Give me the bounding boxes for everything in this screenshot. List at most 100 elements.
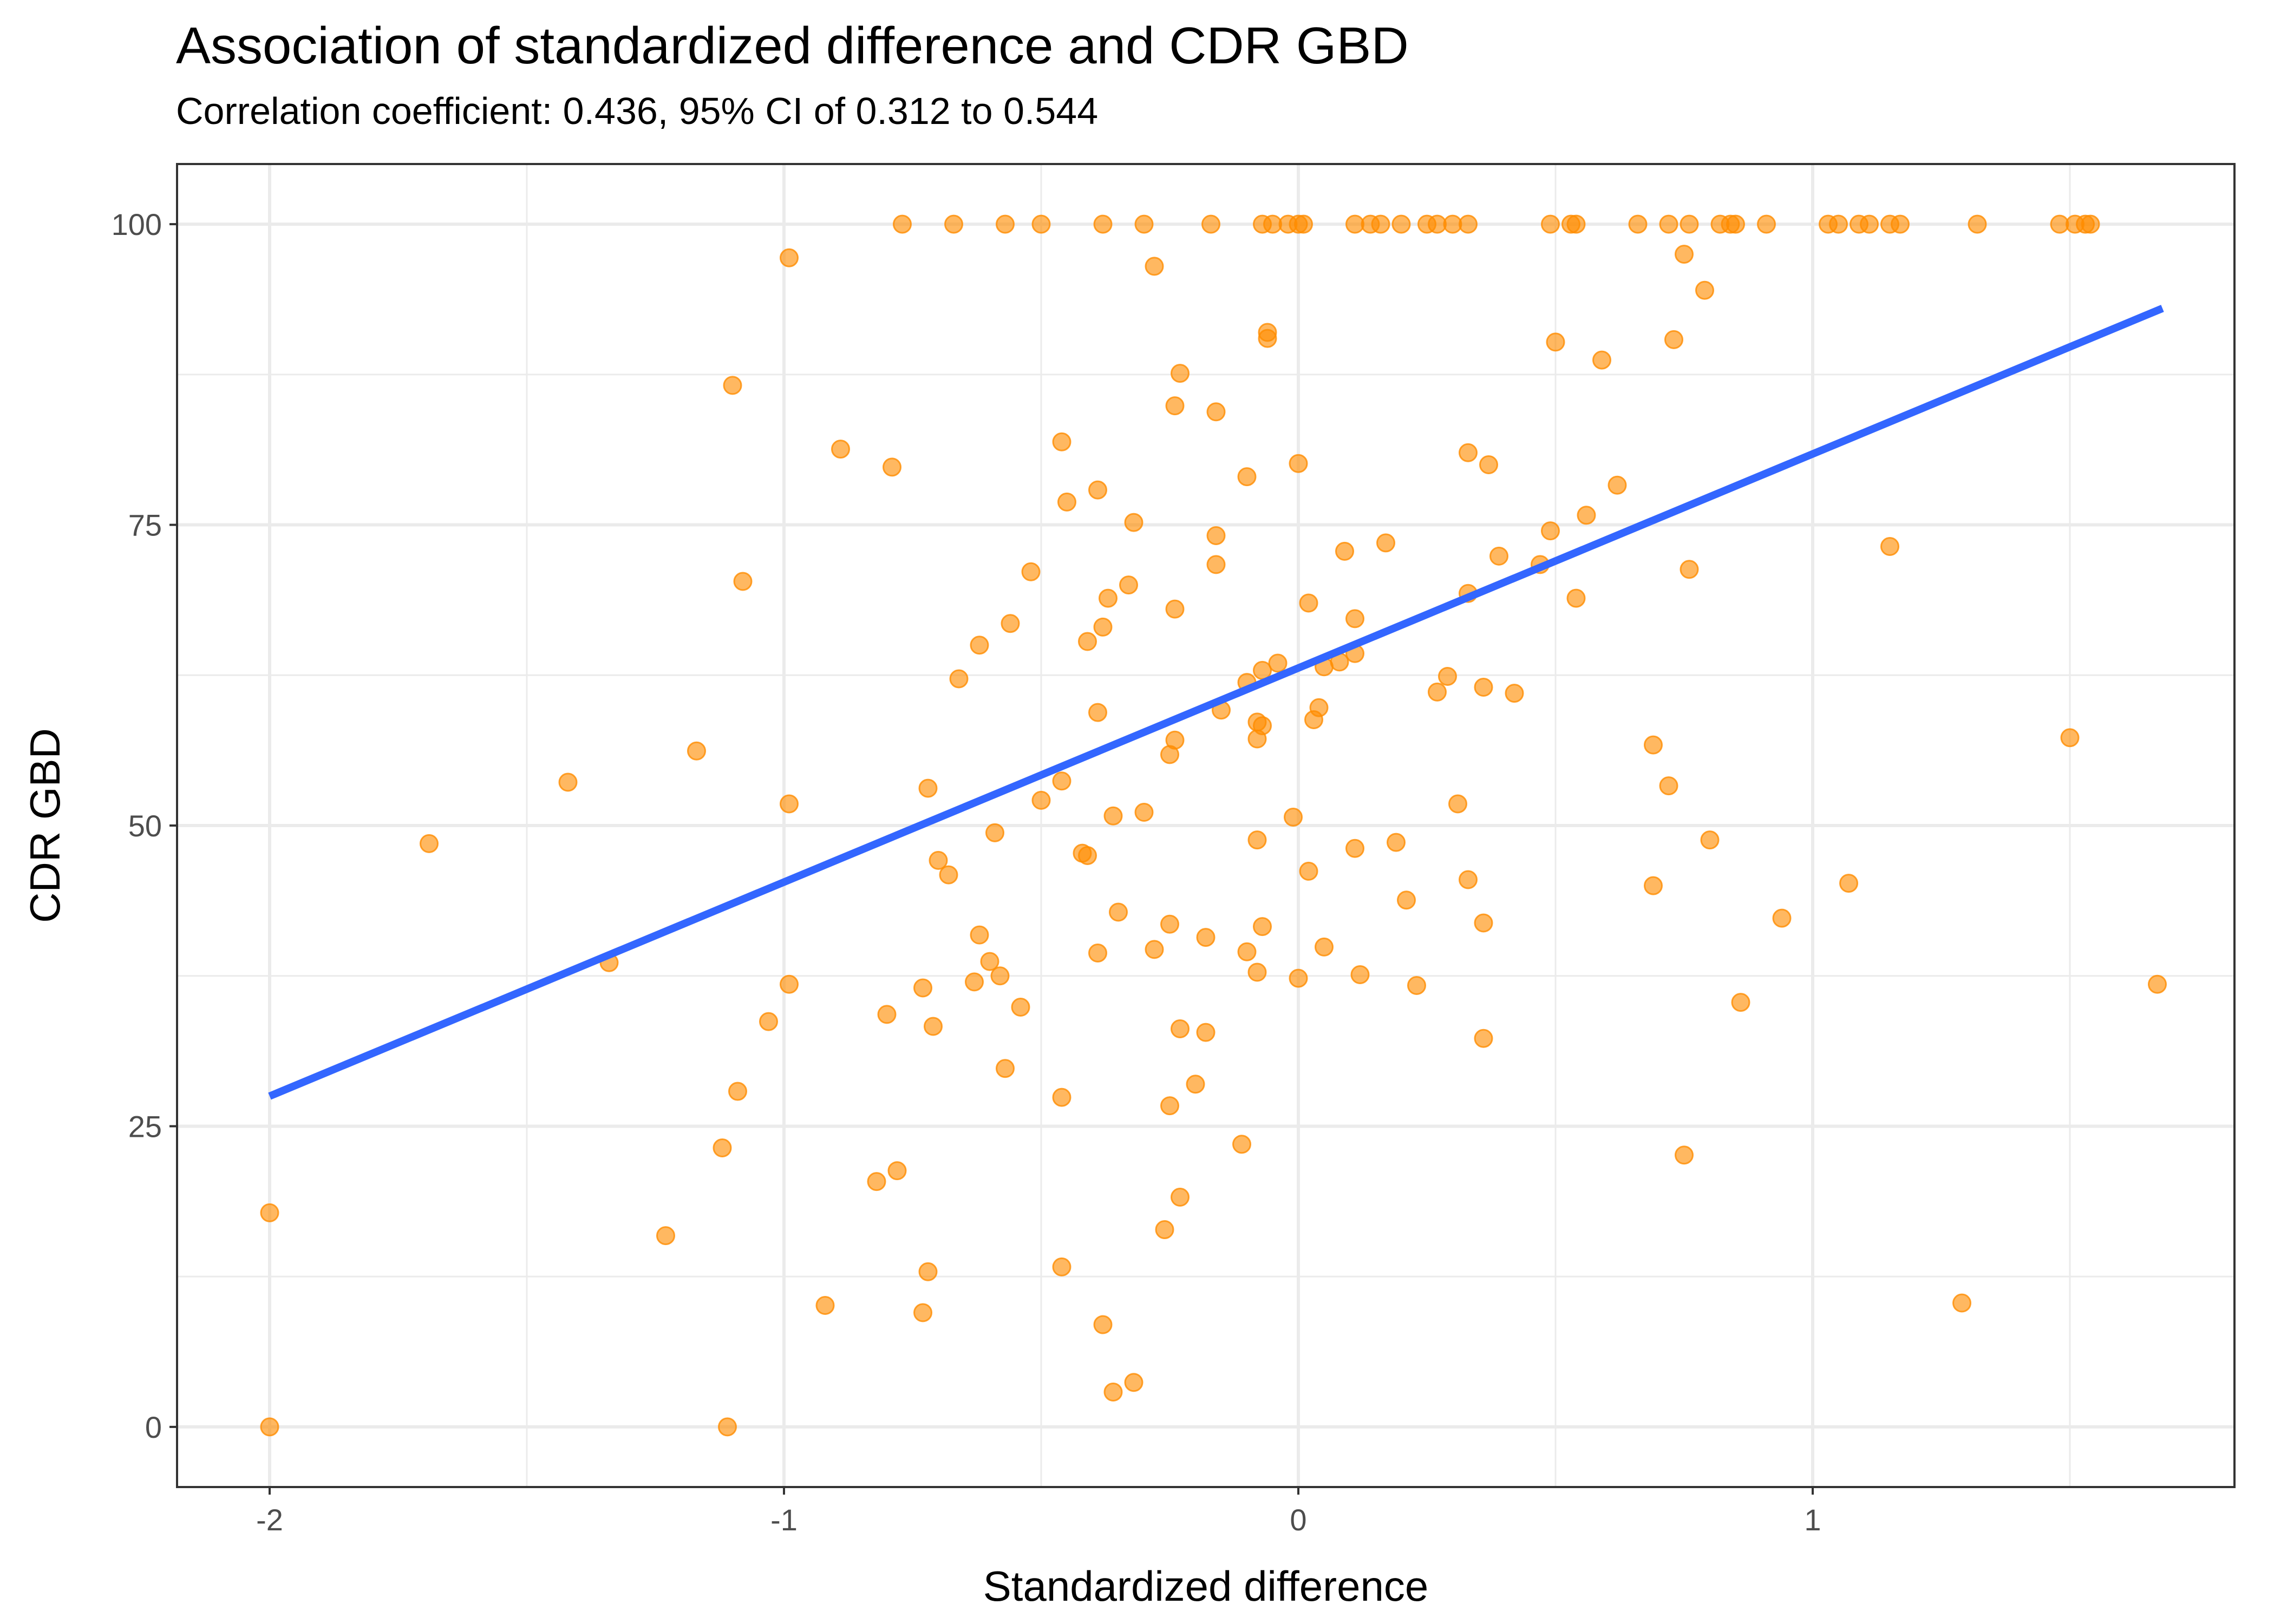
data-point [1829, 214, 1848, 234]
data-point [1860, 214, 1879, 234]
data-point [1608, 475, 1627, 495]
data-point [1541, 214, 1560, 234]
data-point [887, 1161, 907, 1181]
data-point [1160, 1096, 1179, 1116]
data-point [1546, 332, 1565, 352]
x-tick-label: 0 [1290, 1503, 1306, 1537]
data-point [1078, 632, 1097, 651]
data-point [687, 741, 706, 761]
data-point [1839, 874, 1858, 893]
data-point [1206, 402, 1226, 422]
data-point [1196, 928, 1216, 947]
data-point [1093, 617, 1113, 637]
grid-lines [177, 164, 2234, 1487]
data-point [1345, 609, 1364, 628]
data-point [1664, 330, 1683, 349]
data-point [1479, 455, 1498, 474]
data-point [1387, 833, 1406, 852]
trend-line-group [268, 305, 2164, 1100]
x-tick-label: 1 [1804, 1503, 1821, 1537]
data-point [1124, 513, 1143, 532]
data-point [815, 1296, 835, 1315]
axes: -2 -1 0 1 0 25 50 75 100 [112, 207, 1821, 1537]
data-point [1206, 526, 1226, 546]
data-point [1659, 214, 1678, 234]
data-point [1088, 480, 1107, 500]
data-point [980, 952, 999, 971]
data-point [1489, 546, 1508, 566]
y-tick-label: 50 [128, 809, 162, 843]
data-point [2148, 974, 2167, 994]
data-point [1968, 214, 1987, 234]
data-point [656, 1226, 675, 1246]
data-point [939, 865, 958, 885]
data-point [1299, 593, 1318, 613]
data-point [883, 457, 901, 477]
data-point [1268, 653, 1288, 673]
data-point [1057, 492, 1076, 512]
data-point [1247, 830, 1267, 850]
data-point [1088, 944, 1107, 963]
data-point [1345, 839, 1364, 858]
data-point [1577, 506, 1596, 525]
data-point [913, 1303, 932, 1322]
data-point [1294, 214, 1313, 234]
data-point [1541, 521, 1560, 541]
data-point [1335, 541, 1354, 561]
data-point [1448, 794, 1467, 814]
data-point [1103, 806, 1123, 826]
data-point [970, 925, 989, 945]
data-point [1103, 1382, 1123, 1402]
data-point [1880, 537, 1899, 556]
data-point [1052, 432, 1071, 451]
data-point [1371, 214, 1390, 234]
y-tick-label: 75 [128, 508, 162, 542]
x-tick-label: -1 [770, 1503, 798, 1537]
data-point [1258, 329, 1277, 348]
data-point [780, 974, 799, 994]
data-point [877, 1005, 897, 1024]
data-point [1428, 682, 1447, 702]
data-point [970, 636, 989, 655]
data-point [1675, 1145, 1694, 1165]
data-point [1078, 846, 1097, 866]
data-point [420, 834, 439, 853]
data-point [1459, 214, 1478, 234]
data-point [1052, 1088, 1071, 1107]
data-point [1757, 214, 1776, 234]
data-point [1695, 280, 1714, 300]
data-point [1289, 968, 1308, 988]
data-point [2081, 214, 2100, 234]
data-point [1134, 214, 1154, 234]
data-point [990, 966, 1010, 986]
data-point [944, 214, 963, 234]
data-point [1659, 776, 1678, 796]
data-point [1232, 1135, 1251, 1154]
data-point [1171, 1188, 1190, 1207]
data-point [713, 1138, 732, 1157]
data-point [1160, 745, 1179, 764]
data-point [1644, 876, 1663, 895]
data-point [1675, 245, 1694, 264]
data-point [1772, 908, 1792, 928]
data-point [1304, 710, 1323, 729]
data-point [1134, 803, 1154, 822]
data-point [1165, 396, 1185, 416]
data-point [1289, 454, 1308, 473]
data-point [2060, 728, 2080, 748]
data-point [996, 214, 1015, 234]
data-point [1186, 1075, 1205, 1094]
y-tick-label: 25 [128, 1109, 162, 1143]
data-point [1247, 962, 1267, 982]
chart-subtitle: Correlation coefficient: 0.436, 95% CI o… [176, 90, 1099, 132]
data-point [728, 1082, 747, 1101]
data-point [867, 1172, 886, 1191]
data-point [1391, 214, 1411, 234]
data-point [831, 440, 850, 459]
x-axis-title: Standardized difference [983, 1562, 1428, 1610]
data-point [260, 1417, 279, 1437]
data-point [1247, 729, 1267, 749]
data-point [1952, 1293, 1971, 1313]
